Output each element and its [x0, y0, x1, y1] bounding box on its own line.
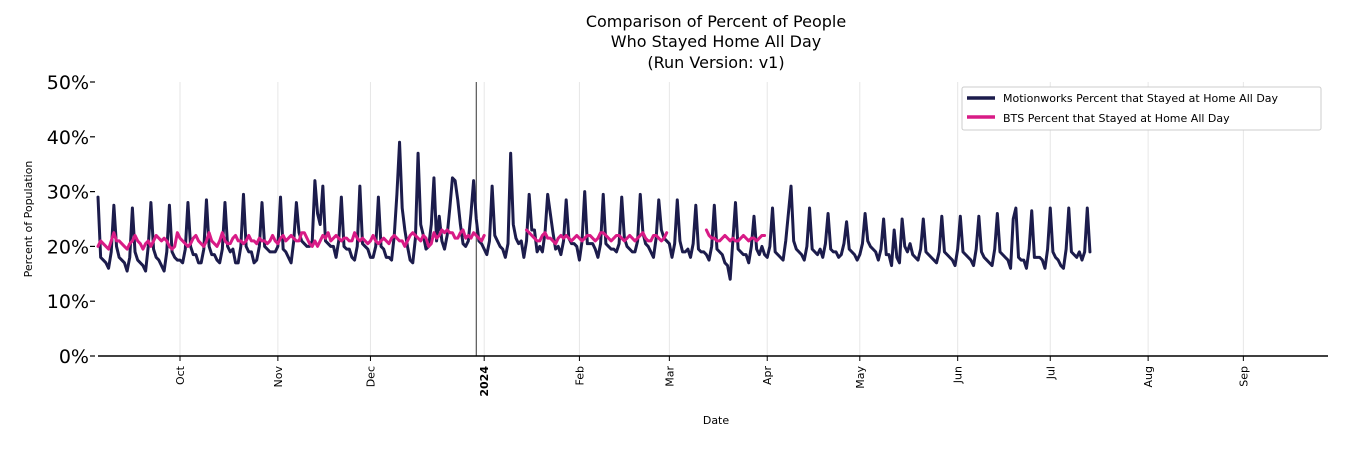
- y-tick-label: 50%: [47, 72, 89, 94]
- x-tick-label: Aug: [1142, 366, 1155, 387]
- x-tick-label: Oct: [174, 365, 187, 385]
- x-tick-label: Jul: [1044, 366, 1057, 380]
- chart-title-line-1: Comparison of Percent of People: [586, 12, 846, 31]
- x-tick-label: Sep: [1237, 366, 1250, 387]
- y-tick-label: 20%: [47, 236, 89, 258]
- y-axis: 0% 10% 20% 30% 40% 50%: [47, 72, 95, 368]
- x-tick-label: Dec: [364, 366, 377, 387]
- y-tick-label: 0%: [59, 346, 89, 368]
- legend-label-bts: BTS Percent that Stayed at Home All Day: [1003, 112, 1230, 125]
- series-line-bts-1: [525, 228, 669, 246]
- x-tick-label: Nov: [272, 366, 285, 388]
- series-line-motionworks-0: [96, 140, 1092, 281]
- x-tick-label: Mar: [663, 366, 676, 387]
- x-tick-label: Feb: [573, 366, 586, 385]
- x-tick-label: Jun: [952, 366, 965, 384]
- series-bts: [96, 228, 767, 251]
- series-line-bts-0: [96, 228, 486, 251]
- y-tick-label: 10%: [47, 291, 89, 313]
- chart-title-line-3: (Run Version: v1): [647, 53, 784, 72]
- series-motionworks: [96, 140, 1092, 281]
- x-axis-label: Date: [703, 414, 730, 427]
- legend-frame: [961, 86, 1322, 131]
- series-line-bts-2: [704, 228, 767, 243]
- y-axis-label: Percent of Population: [22, 161, 35, 278]
- y-tick-label: 30%: [47, 182, 89, 204]
- legend-label-motionworks: Motionworks Percent that Stayed at Home …: [1003, 92, 1279, 105]
- x-tick-label: 2024: [478, 366, 491, 397]
- series-lines: [96, 140, 1092, 281]
- x-tick-label: Apr: [761, 366, 774, 386]
- chart-title-line-2: Who Stayed Home All Day: [611, 32, 821, 51]
- x-tick-label: May: [854, 366, 867, 389]
- y-tick-label: 40%: [47, 127, 89, 149]
- x-axis: Oct Nov Dec 2024 Feb Mar Apr May Jun Jul Aug Sep: [98, 355, 1328, 397]
- legend: Motionworks Percent that Stayed at Home …: [961, 86, 1322, 131]
- chart-title: Comparison of Percent of People Who Stay…: [586, 12, 846, 72]
